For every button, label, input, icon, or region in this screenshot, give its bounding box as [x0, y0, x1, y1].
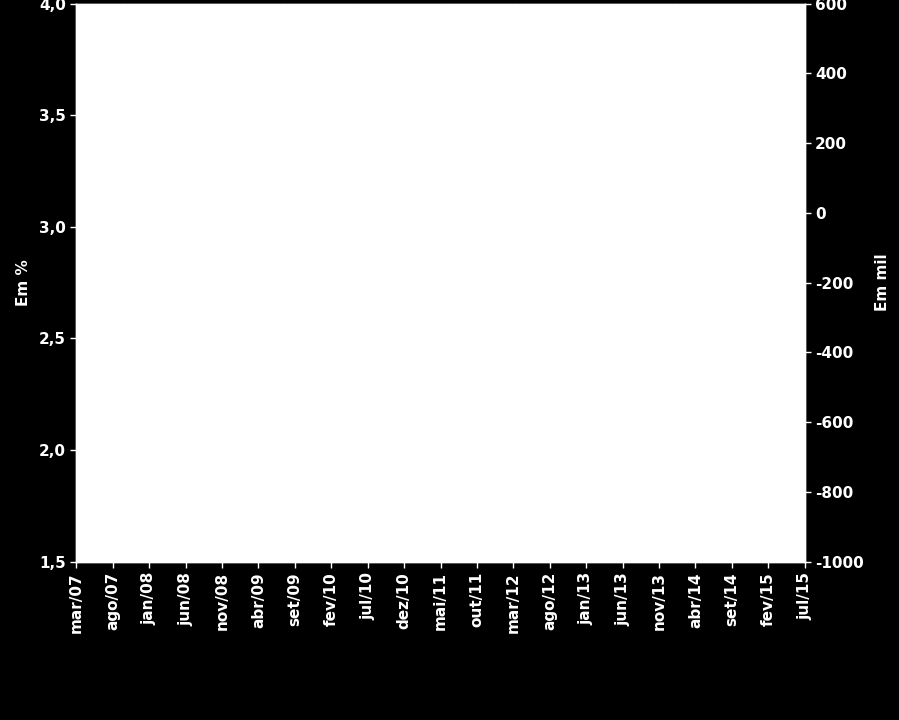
Y-axis label: Em mil: Em mil	[875, 253, 890, 312]
Y-axis label: Em %: Em %	[15, 259, 31, 306]
